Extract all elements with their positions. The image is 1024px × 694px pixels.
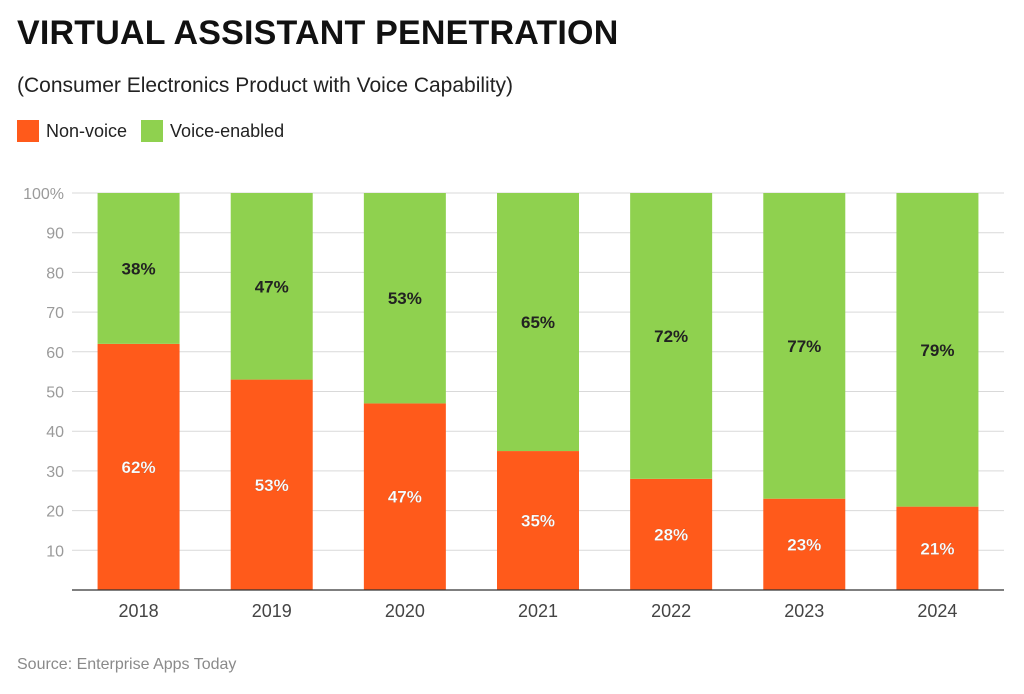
legend-swatch-voice-enabled xyxy=(141,120,164,142)
data-label-voice-enabled: 38% xyxy=(122,259,156,278)
y-tick-label: 40 xyxy=(46,424,64,441)
data-label-non-voice: 28% xyxy=(654,525,688,544)
y-tick-label: 100% xyxy=(23,186,64,203)
y-tick-label: 80 xyxy=(46,265,64,282)
legend-item-non-voice: Non-voice xyxy=(17,120,127,142)
data-label-non-voice: 21% xyxy=(920,539,954,558)
bar-non-voice xyxy=(230,379,313,590)
legend-swatch-non-voice xyxy=(17,120,39,142)
bar-voice-enabled xyxy=(97,193,180,344)
y-tick-label: 10 xyxy=(46,543,64,560)
data-label-voice-enabled: 79% xyxy=(920,341,954,360)
bar-non-voice xyxy=(630,478,713,590)
x-tick-label: 2020 xyxy=(385,601,425,621)
legend-label-non-voice: Non-voice xyxy=(46,120,128,141)
data-label-voice-enabled: 65% xyxy=(521,313,555,332)
data-label-voice-enabled: 77% xyxy=(787,337,821,356)
y-tick-label: 30 xyxy=(46,464,64,481)
bar-voice-enabled xyxy=(630,193,713,479)
bar-non-voice xyxy=(763,498,846,590)
data-label-non-voice: 62% xyxy=(122,458,156,477)
y-tick-label: 70 xyxy=(46,305,64,322)
data-label-non-voice: 47% xyxy=(388,488,422,507)
x-tick-label: 2021 xyxy=(518,601,558,621)
data-label-voice-enabled: 72% xyxy=(654,327,688,346)
bar-non-voice xyxy=(97,343,180,590)
x-tick-label: 2018 xyxy=(119,601,159,621)
data-label-voice-enabled: 47% xyxy=(255,277,289,296)
legend-label-voice-enabled: Voice-enabled xyxy=(170,120,285,141)
x-tick-label: 2024 xyxy=(917,601,957,621)
x-tick-label: 2022 xyxy=(651,601,691,621)
bar-non-voice xyxy=(896,506,979,590)
y-tick-label: 20 xyxy=(46,504,64,521)
chart-title: VIRTUAL ASSISTANT PENETRATION xyxy=(17,14,619,52)
y-tick-label: 50 xyxy=(46,385,64,402)
data-label-non-voice: 23% xyxy=(787,535,821,554)
y-tick-label: 60 xyxy=(46,345,64,362)
data-label-voice-enabled: 53% xyxy=(388,289,422,308)
legend: Non-voice Voice-enabled xyxy=(17,120,298,142)
bar-voice-enabled xyxy=(363,193,446,404)
x-tick-label: 2019 xyxy=(252,601,292,621)
data-label-non-voice: 35% xyxy=(521,512,555,531)
legend-item-voice-enabled: Voice-enabled xyxy=(141,120,284,142)
bar-non-voice xyxy=(363,403,446,590)
bar-voice-enabled xyxy=(896,193,979,507)
source-note: Source: Enterprise Apps Today xyxy=(17,656,237,673)
x-tick-label: 2023 xyxy=(784,601,824,621)
bar-voice-enabled xyxy=(230,193,313,380)
chart-subtitle: (Consumer Electronics Product with Voice… xyxy=(17,74,514,97)
bar-non-voice xyxy=(497,451,579,590)
bar-voice-enabled xyxy=(763,193,846,499)
y-tick-label: 90 xyxy=(46,226,64,243)
data-label-non-voice: 53% xyxy=(255,476,289,495)
bar-voice-enabled xyxy=(497,193,579,452)
